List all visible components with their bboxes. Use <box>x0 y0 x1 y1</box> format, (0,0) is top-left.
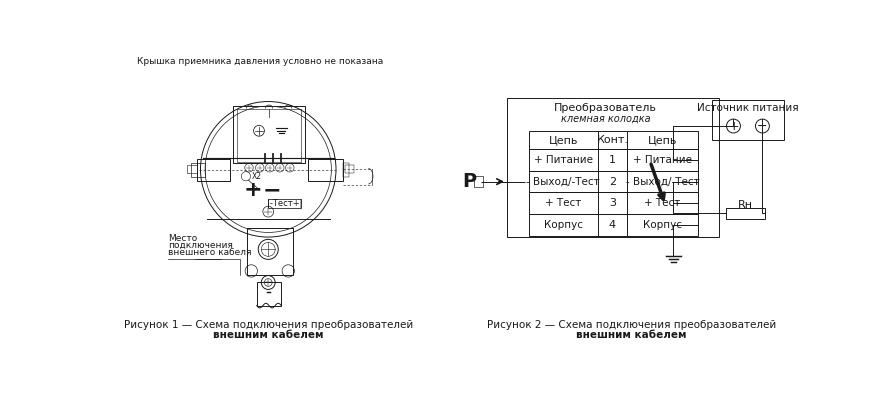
Text: −: − <box>263 180 281 200</box>
Bar <box>237 109 300 162</box>
Bar <box>529 193 698 214</box>
Bar <box>246 228 293 275</box>
Text: +: + <box>728 119 739 133</box>
Bar <box>529 214 698 235</box>
Text: 3: 3 <box>609 198 616 208</box>
Text: + Питание: + Питание <box>534 155 592 165</box>
Text: внешним кабелем: внешним кабелем <box>213 330 323 340</box>
Bar <box>529 131 698 149</box>
Text: внешним кабелем: внешним кабелем <box>576 330 687 340</box>
Text: Rн: Rн <box>738 200 754 210</box>
Text: + Тест: + Тест <box>644 198 681 208</box>
Text: Конт.: Конт. <box>597 135 628 145</box>
Text: 2: 2 <box>609 177 616 187</box>
Text: Рисунок 2 — Схема подключения преобразователей: Рисунок 2 — Схема подключения преобразов… <box>487 320 776 330</box>
Text: −: − <box>757 119 768 133</box>
Text: Крышка приемника давления условно не показана: Крышка приемника давления условно не пок… <box>137 57 383 66</box>
Bar <box>529 149 698 171</box>
Bar <box>268 198 300 208</box>
Text: Корпус: Корпус <box>643 220 682 230</box>
Bar <box>197 159 229 181</box>
Text: Цепь: Цепь <box>548 135 578 145</box>
Text: + Питание: + Питание <box>633 155 692 165</box>
Text: +: + <box>244 180 263 200</box>
Bar <box>256 283 281 306</box>
Bar <box>474 176 483 187</box>
Bar <box>711 100 784 140</box>
Bar <box>191 163 205 177</box>
Bar <box>343 163 349 177</box>
Text: Корпус: Корпус <box>544 220 582 230</box>
Bar <box>529 171 698 193</box>
Text: P: P <box>462 172 477 191</box>
Bar <box>345 166 355 173</box>
Text: + Тест: + Тест <box>545 198 582 208</box>
Bar <box>507 98 719 237</box>
Bar <box>308 159 343 181</box>
Bar <box>727 208 765 219</box>
Text: подключения: подключения <box>168 241 233 250</box>
Text: - Выход/-Тест: - Выход/-Тест <box>526 177 600 187</box>
Text: Преобразователь: Преобразователь <box>554 103 657 113</box>
Text: X2: X2 <box>252 172 262 181</box>
Text: Место: Место <box>168 234 197 243</box>
Text: Источник питания: Источник питания <box>697 103 798 113</box>
Text: Цепь: Цепь <box>648 135 677 145</box>
Bar <box>187 166 196 173</box>
Text: - Выход/-Тест: - Выход/-Тест <box>625 177 699 187</box>
Text: внешнего кабеля: внешнего кабеля <box>168 248 252 257</box>
Text: клемная колодка: клемная колодка <box>561 114 650 123</box>
Text: Рисунок 1 — Схема подключения преобразователей: Рисунок 1 — Схема подключения преобразов… <box>124 320 413 330</box>
Text: 1: 1 <box>609 155 616 165</box>
Bar <box>233 106 306 163</box>
Text: |-Тест+|: |-Тест+| <box>267 198 302 208</box>
Text: 4: 4 <box>609 220 616 230</box>
